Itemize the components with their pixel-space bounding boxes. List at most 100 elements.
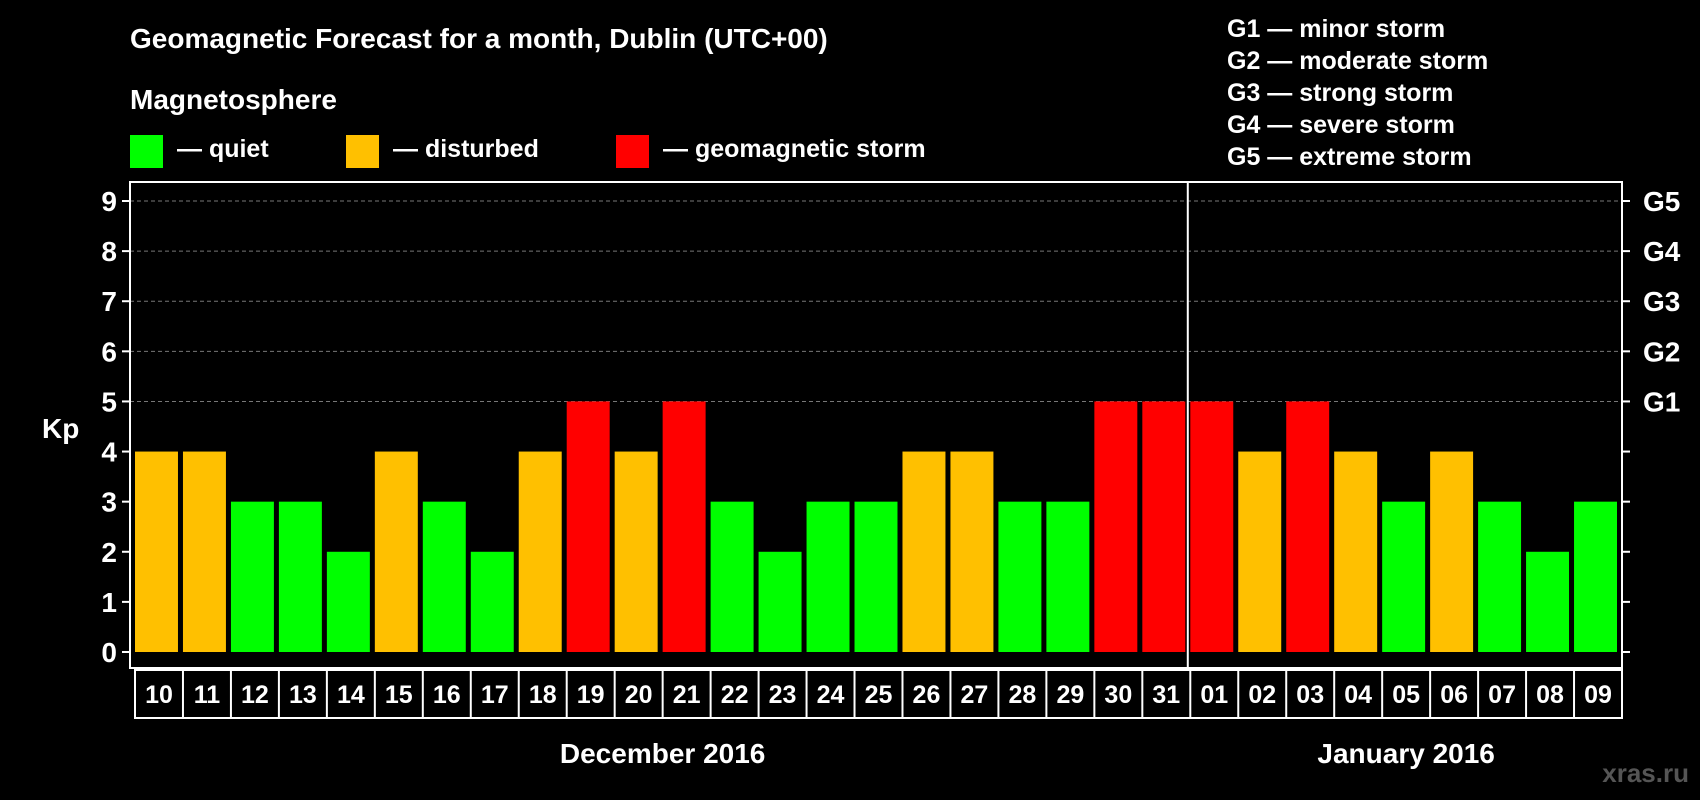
month-labels: December 2016 January 2016 [560,738,1495,769]
day-label: 05 [1392,681,1420,709]
bar-day-13 [278,501,322,652]
day-label: 29 [1056,681,1084,709]
day-label: 31 [1152,681,1180,709]
storm-scale-g4: G4 — severe storm [1227,111,1455,139]
day-label: 09 [1584,681,1612,709]
day-label: 13 [289,681,317,709]
day-label: 26 [913,681,941,709]
y-tick-label: 1 [101,587,117,618]
day-label: 11 [194,681,221,709]
y-tick-label: 6 [101,336,117,367]
legend-label-disturbed: — disturbed [393,135,539,163]
day-label: 10 [145,681,173,709]
day-label: 24 [817,681,845,709]
day-label: 04 [1344,681,1372,709]
day-label: 27 [961,681,989,709]
month-label: January 2016 [1317,738,1494,769]
y-tick-label: 5 [101,386,117,417]
legend-label-quiet: — quiet [177,135,269,163]
storm-level-label: G5 [1643,186,1680,217]
y-tick-label: 2 [101,537,117,568]
day-label: 23 [769,681,797,709]
bar-day-04 [1334,451,1378,652]
day-label: 21 [673,681,701,709]
bar-day-11 [182,451,226,652]
legend-swatch-disturbed [346,135,379,168]
bar-day-05 [1382,501,1426,652]
bar-day-26 [902,451,946,652]
y-tick-label: 0 [101,637,117,668]
day-label: 25 [865,681,893,709]
day-label: 28 [1008,681,1036,709]
storm-level-label: G3 [1643,286,1680,317]
bars [135,401,1617,652]
bar-day-08 [1526,551,1570,652]
y-axis: 0 1 2 3 4 5 6 7 8 9 [101,186,130,668]
day-table-frame [134,669,1623,719]
day-label: 12 [241,681,269,709]
y-tick-label: 4 [101,437,117,468]
chart-title: Geomagnetic Forecast for a month, Dublin… [130,23,828,54]
bar-day-20 [614,451,658,652]
bar-day-07 [1478,501,1522,652]
storm-level-label: G2 [1643,336,1680,367]
storm-level-label: G4 [1643,236,1681,267]
bar-day-28 [998,501,1042,652]
watermark: xras.ru [1602,758,1689,788]
day-label: 20 [625,681,653,709]
bar-day-29 [1046,501,1090,652]
storm-level-axis: G1 G2 G3 G4 G5 [1622,186,1681,653]
legend-label-storm: — geomagnetic storm [663,135,926,163]
legend-swatch-storm [616,135,649,168]
day-label: 16 [433,681,461,709]
day-label: 08 [1536,681,1564,709]
y-axis-label: Kp [42,413,79,444]
y-tick-label: 7 [101,286,117,317]
day-label: 30 [1104,681,1132,709]
bar-day-12 [230,501,274,652]
legend-heading: Magnetosphere [130,84,337,115]
day-label: 02 [1248,681,1276,709]
day-label: 19 [577,681,605,709]
storm-scale-g5: G5 — extreme storm [1227,143,1472,171]
day-label: 03 [1296,681,1324,709]
day-label: 01 [1200,681,1228,709]
day-label: 17 [481,681,509,709]
bar-day-01 [1190,401,1234,652]
plot-frame [129,181,1623,669]
bar-day-10 [135,451,178,652]
storm-scale-g1: G1 — minor storm [1227,15,1445,43]
bar-day-30 [1094,401,1138,652]
bar-day-09 [1574,501,1617,652]
bar-day-02 [1238,451,1282,652]
bar-day-16 [422,501,466,652]
bar-day-25 [854,501,898,652]
bar-day-15 [374,451,418,652]
day-label: 06 [1440,681,1468,709]
bar-day-27 [950,451,994,652]
day-label: 14 [337,681,365,709]
legend-swatch-quiet [130,135,163,168]
storm-level-label: G1 [1643,386,1680,417]
bar-day-31 [1142,401,1186,652]
bar-day-19 [566,401,610,652]
grid-lines [130,200,1622,402]
day-label: 07 [1488,681,1516,709]
day-label: 18 [529,681,557,709]
y-tick-label: 8 [101,236,117,267]
bar-day-18 [518,451,562,652]
day-label: 15 [385,681,413,709]
month-label: December 2016 [560,738,765,769]
bar-day-06 [1430,451,1474,652]
day-labels: 10 11 12 13 14 15 16 17 18 19 20 21 22 23 24 25 26 27 28 29… [134,669,1623,719]
day-label: 22 [721,681,749,709]
bar-day-24 [806,501,850,652]
y-tick-label: 9 [101,186,117,217]
storm-scale-g3: G3 — strong storm [1227,79,1453,107]
bar-day-03 [1286,401,1330,652]
y-tick-label: 3 [101,487,117,518]
bar-day-21 [662,401,706,652]
bar-day-14 [326,551,370,652]
bar-day-17 [470,551,514,652]
